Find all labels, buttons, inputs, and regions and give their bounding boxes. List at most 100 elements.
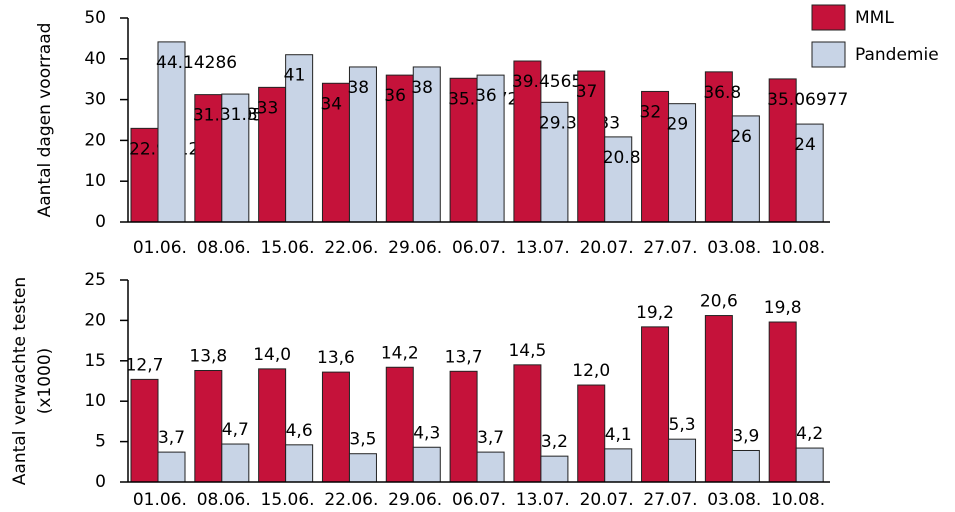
data-label: 36.8 <box>703 83 741 103</box>
bar <box>385 366 414 483</box>
x-tick-label: 27.07. <box>643 490 697 510</box>
bar <box>157 451 186 483</box>
x-tick-label: 13.07. <box>516 238 570 258</box>
y-tick-label: 20 <box>84 310 106 330</box>
data-label: 38 <box>411 78 433 98</box>
bar <box>348 453 377 483</box>
data-label: 26 <box>730 127 752 147</box>
data-label: 4,3 <box>413 423 440 443</box>
data-label: 19,2 <box>636 303 674 323</box>
bar <box>385 74 414 223</box>
legend-swatch <box>811 41 846 68</box>
data-label: 4,2 <box>796 424 823 444</box>
y-axis-label: (x1000) <box>35 348 55 415</box>
y-tick-label: 20 <box>84 130 106 150</box>
data-label: 44.14286 <box>156 53 237 73</box>
bar <box>221 443 250 483</box>
data-label: 36 <box>475 86 497 106</box>
y-tick-label: 0 <box>95 472 106 492</box>
bar <box>194 94 223 223</box>
bar <box>258 86 287 223</box>
y-tick-label: 0 <box>95 212 106 232</box>
x-tick-label: 15.06. <box>261 490 315 510</box>
x-tick-label: 15.06. <box>261 238 315 258</box>
bar <box>795 447 824 483</box>
data-label: 34 <box>320 94 342 114</box>
data-label: 14,2 <box>381 343 419 363</box>
bar <box>704 71 733 223</box>
bar <box>449 370 478 483</box>
bar <box>577 70 606 223</box>
data-label: 12,7 <box>126 355 164 375</box>
x-tick-label: 08.06. <box>197 238 251 258</box>
y-tick-label: 15 <box>84 351 106 371</box>
data-label: 13,7 <box>445 347 483 367</box>
data-label: 14,0 <box>253 345 291 365</box>
y-tick-label: 5 <box>95 432 106 452</box>
bar <box>668 438 697 483</box>
x-tick-label: 20.07. <box>580 490 634 510</box>
bar <box>258 368 287 483</box>
x-tick-label: 22.06. <box>324 490 378 510</box>
x-tick-label: 01.06. <box>133 238 187 258</box>
x-tick-label: 29.06. <box>388 238 442 258</box>
y-tick-label: 25 <box>84 270 106 290</box>
bar <box>348 66 377 223</box>
data-label: 35.06977 <box>767 90 848 110</box>
data-label: 3,7 <box>477 428 504 448</box>
bar <box>513 364 542 483</box>
data-label: 3,5 <box>349 430 376 450</box>
x-tick-label: 13.07. <box>516 490 570 510</box>
data-label: 39.45652 <box>512 72 593 92</box>
bar <box>577 384 606 483</box>
bar <box>768 321 797 483</box>
bar <box>795 123 824 223</box>
data-label: 4,7 <box>222 420 249 440</box>
bar <box>285 444 314 483</box>
data-label: 14,5 <box>508 341 546 361</box>
bar <box>285 54 314 223</box>
bar <box>449 77 478 223</box>
x-tick-label: 01.06. <box>133 490 187 510</box>
data-label: 24 <box>794 135 816 155</box>
bar <box>641 326 670 483</box>
y-tick-label: 50 <box>84 8 106 28</box>
bar <box>476 74 505 223</box>
x-tick-label: 29.06. <box>388 490 442 510</box>
data-label: 37 <box>576 82 598 102</box>
y-tick-label: 10 <box>84 391 106 411</box>
data-label: 3,9 <box>732 426 759 446</box>
data-label: 33 <box>257 98 279 118</box>
legend-label: MML <box>855 8 894 28</box>
data-label: 41 <box>284 66 306 86</box>
x-tick-label: 10.08. <box>771 490 825 510</box>
data-label: 13,6 <box>317 348 355 368</box>
x-tick-label: 22.06. <box>324 238 378 258</box>
x-tick-label: 08.06. <box>197 490 251 510</box>
x-tick-label: 03.08. <box>707 238 761 258</box>
data-label: 4,6 <box>286 421 313 441</box>
bar <box>221 93 250 223</box>
data-label: 12,0 <box>572 361 610 381</box>
bar <box>668 103 697 223</box>
data-label: 19,8 <box>764 298 802 318</box>
x-tick-label: 06.07. <box>452 238 506 258</box>
bar <box>194 369 223 483</box>
bar <box>604 136 633 223</box>
legend-swatch <box>811 4 846 31</box>
bar <box>412 66 441 223</box>
y-tick-label: 30 <box>84 90 106 110</box>
y-axis-label: Aantal dagen voorraad <box>35 23 55 218</box>
legend-label: Pandemie <box>855 45 939 65</box>
data-label: 3,7 <box>158 428 185 448</box>
data-label: 32 <box>640 102 662 122</box>
y-tick-label: 10 <box>84 171 106 191</box>
bar <box>321 82 350 223</box>
data-label: 3,2 <box>541 432 568 452</box>
x-tick-label: 20.07. <box>580 238 634 258</box>
x-tick-label: 10.08. <box>771 238 825 258</box>
bar <box>731 449 760 483</box>
bar <box>321 371 350 483</box>
bar <box>540 455 569 483</box>
